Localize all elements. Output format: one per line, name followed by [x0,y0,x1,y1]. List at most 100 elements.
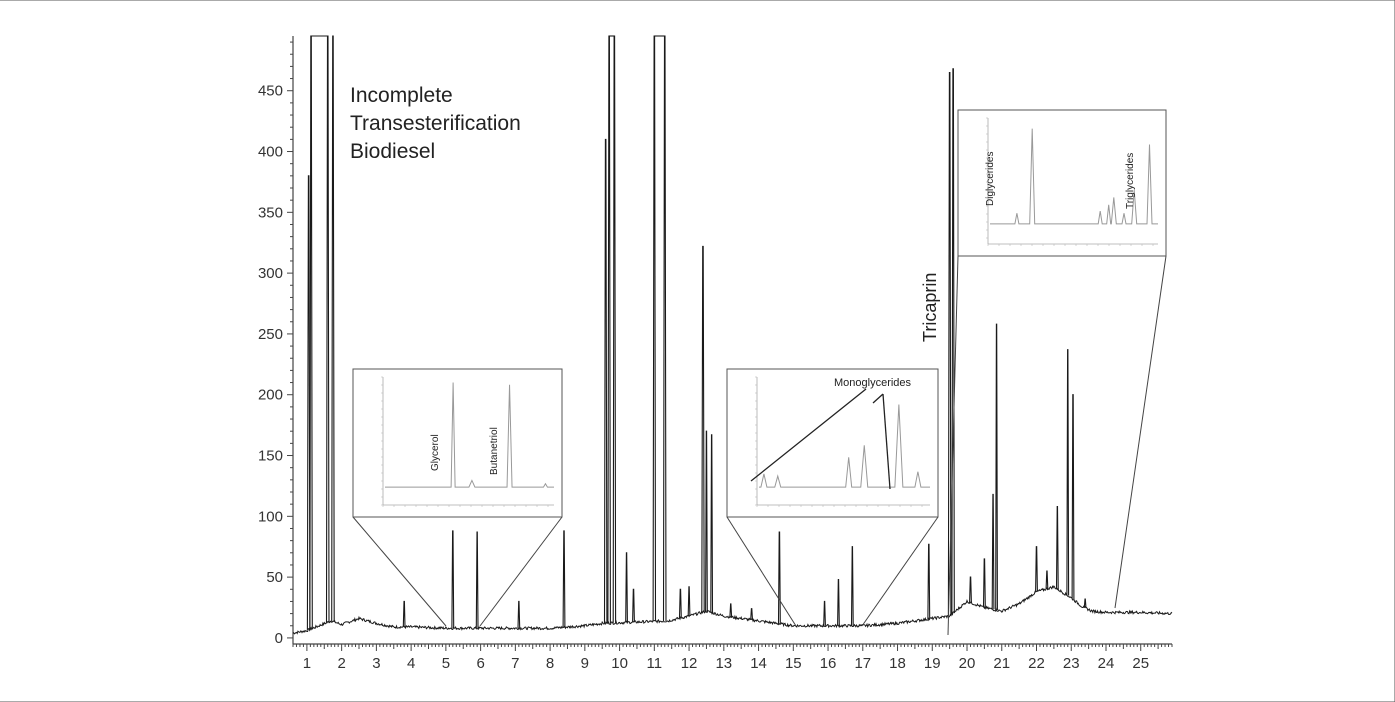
inset-2-trace [755,376,930,507]
x-tick-label: 3 [372,655,380,672]
x-tick-label: 22 [1028,655,1045,672]
chromatogram-peak [947,71,952,617]
inset-1-box [352,368,563,518]
y-tick-label: 100 [258,508,283,525]
chart-title-line-2: Transesterification [350,112,521,135]
y-tick-label: 300 [258,265,283,282]
chromatogram-peak [612,35,617,623]
x-tick-label: 13 [715,655,732,672]
x-tick-label: 14 [750,655,767,672]
chromatogram-peak [607,35,611,624]
tricaprin-label: Tricaprin [920,273,940,342]
chromatogram-peak [729,603,733,618]
inset-glycerol-butanetriol: Glycerol Butanetriol [352,368,563,627]
inset-1-trace-path [385,382,554,488]
x-tick-label: 25 [1132,655,1149,672]
chromatogram-peak [982,558,986,608]
x-tick-label: 2 [337,655,345,672]
y-tick-label: 400 [258,144,283,161]
chromatogram-peak [451,530,455,629]
chromatogram-peak [678,588,682,619]
x-tick-label: 20 [959,655,976,672]
y-tick-label: 250 [258,326,283,343]
x-tick-label: 9 [581,655,589,672]
chromatogram-peak [331,35,335,622]
chromatogram-peak [710,434,714,613]
chromatogram-peak [662,35,667,622]
y-tick-label: 350 [258,204,283,221]
chromatogram-peak [1035,546,1038,592]
chromatogram-peak [837,579,840,626]
x-tick-label: 21 [993,655,1010,672]
inset-3-trace-path [990,128,1158,225]
glycerol-label: Glycerol [430,434,441,471]
chromatogram-peak [1066,349,1070,596]
chromatogram-peak [995,323,998,611]
chromatogram-peak [517,600,521,629]
x-tick-label: 19 [924,655,941,672]
x-tick-label: 1 [303,655,311,672]
axes [292,36,1172,645]
inset-2-connector-right [861,516,939,627]
butanetriol-label: Butanetriol [489,427,500,475]
chromatogram-peak [991,493,995,610]
y-tick-label: 200 [258,387,283,404]
chromatogram-peak [603,138,608,624]
chromatogram-peak [969,576,972,603]
chromatogram-peak [309,35,313,630]
inset-1-trace [381,376,554,507]
inset-3-trace [986,117,1158,246]
triglycerides-label: Triglycerides [1125,153,1136,209]
inset-monoglycerides: Monoglycerides [726,368,939,627]
chromatogram-peak [750,608,754,620]
x-tick-label: 8 [546,655,554,672]
chromatogram-peak [850,546,854,626]
monoglycerides-label: Monoglycerides [834,377,912,389]
chromatogram-peak [402,600,406,628]
y-tick-label: 50 [266,569,283,586]
inset-3-connector-right [1114,255,1167,609]
chromatogram-peak [306,175,311,630]
chart-title-line-1: Incomplete [350,84,453,107]
x-tick-label: 10 [611,655,628,672]
chromatogram-peak [625,552,628,623]
inset-1-connector-right [479,516,563,627]
inset-2-box [726,368,939,518]
trace-layer [292,35,1173,635]
x-tick-label: 24 [1098,655,1115,672]
inset-3-connector-left [947,255,959,636]
chromatogram-peak [1045,570,1049,589]
chromatogram-peak [1083,598,1087,608]
monoglycerides-pointer-2 [872,393,884,404]
inset-di-triglycerides: Diglycerides Triglycerides [947,109,1167,636]
inset-1-connector-left [352,516,447,627]
monoglycerides-pointer-3 [882,393,891,490]
monoglycerides-pointer-1 [750,388,867,482]
chromatogram-peak [475,531,479,629]
chromatogram-peak [823,600,826,626]
chart-title-line-3: Biodiesel [350,140,435,163]
inset-3-box [957,109,1167,257]
x-tick-label: 15 [785,655,802,672]
x-tick-label: 11 [647,655,663,672]
y-tick-label: 0 [275,630,283,647]
chromatogram-peak [1055,506,1059,590]
chromatogram-peak [652,35,657,622]
chromatogram-peak [562,530,566,628]
chromatogram-peak [951,68,955,614]
x-tick-label: 7 [511,655,519,672]
inset-2-connector-left [726,516,797,627]
x-tick-label: 5 [442,655,450,672]
chromatogram-baseline [292,585,1173,635]
x-tick-label: 6 [476,655,484,672]
chromatogram-peak [687,586,691,617]
x-tick-label: 16 [820,655,837,672]
chromatogram-peak [325,35,330,623]
x-tick-label: 18 [889,655,906,672]
tick-marks [287,41,1173,651]
y-tick-label: 450 [258,83,283,100]
x-tick-label: 17 [854,655,871,672]
x-tick-label: 23 [1063,655,1080,672]
